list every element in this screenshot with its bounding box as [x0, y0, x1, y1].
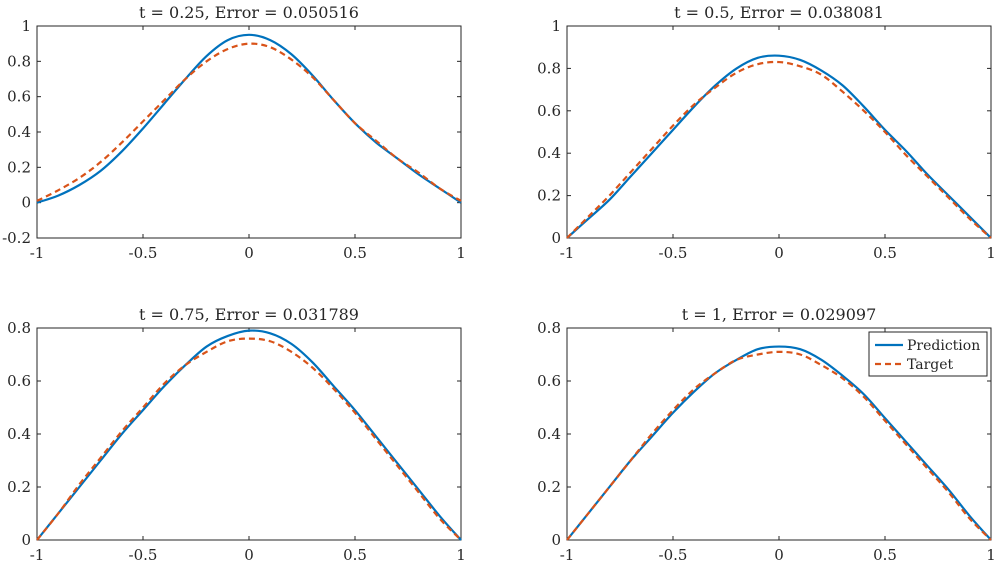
legend-label-target: Target — [907, 357, 954, 373]
y-tick-label: 0.6 — [7, 372, 31, 390]
target-line — [36, 337, 462, 541]
prediction-line — [36, 329, 462, 541]
x-tick-label: -0.5 — [129, 244, 158, 262]
x-tick-label: 0 — [774, 244, 784, 262]
x-tick-label: -1 — [30, 546, 45, 564]
y-tick-label: 1 — [21, 17, 31, 35]
x-tick-label: 0 — [244, 244, 254, 262]
x-tick-label: 0 — [244, 546, 254, 564]
chart-title: t = 1, Error = 0.029097 — [682, 305, 877, 324]
legend: Prediction Target — [868, 331, 988, 377]
target-line — [566, 350, 992, 541]
x-tick-label: 0.5 — [343, 546, 367, 564]
chart-title: t = 0.75, Error = 0.031789 — [139, 305, 359, 324]
axes-box — [566, 25, 992, 239]
y-tick-label: 0.4 — [537, 144, 561, 162]
subplot-t-0-75: t = 0.75, Error = 0.031789 -1 -0.5 0 0.5 1 0 0.… — [7, 305, 466, 564]
legend-label-prediction: Prediction — [907, 338, 980, 354]
target-line — [566, 60, 992, 239]
axes-box — [36, 25, 462, 239]
x-tick-label: -0.5 — [129, 546, 158, 564]
target-line — [36, 42, 462, 202]
y-tick-label: 0.2 — [7, 478, 31, 496]
x-tick-label: -1 — [30, 244, 45, 262]
y-tick-label: 0.8 — [7, 319, 31, 337]
x-tick-label: 0.5 — [873, 244, 897, 262]
subplot-t-0-5: t = 0.5, Error = 0.038081 -1 -0.5 0 0.5 1 0 0.2… — [537, 3, 996, 262]
y-tick-label: 0.2 — [7, 158, 31, 176]
y-tick-label: 0 — [551, 531, 561, 549]
y-tick-label: 0.8 — [7, 52, 31, 70]
y-tick-label: 0.2 — [537, 478, 561, 496]
axes-box — [36, 327, 462, 541]
x-tick-label: 0 — [774, 546, 784, 564]
x-tick-label: -0.5 — [659, 244, 688, 262]
y-tick-label: -0.2 — [2, 229, 31, 247]
y-tick-label: 0.6 — [7, 88, 31, 106]
subplot-t-1: t = 1, Error = 0.029097 -1 -0.5 0 0.5 1 0 0.2 0.… — [537, 305, 996, 564]
x-tick-label: 0.5 — [343, 244, 367, 262]
x-tick-label: 1 — [456, 546, 466, 564]
x-tick-label: 1 — [986, 244, 996, 262]
y-tick-label: 0.4 — [7, 425, 31, 443]
y-tick-label: 1 — [551, 17, 561, 35]
y-tick-label: 0 — [21, 531, 31, 549]
y-tick-label: 0.8 — [537, 319, 561, 337]
y-tick-label: 0.2 — [537, 187, 561, 205]
x-tick-label: 0.5 — [873, 546, 897, 564]
x-tick-label: -1 — [560, 546, 575, 564]
y-tick-label: 0.6 — [537, 102, 561, 120]
y-tick-label: 0 — [551, 229, 561, 247]
chart-title: t = 0.25, Error = 0.050516 — [139, 3, 359, 22]
y-tick-label: 0.4 — [7, 123, 31, 141]
x-tick-label: 1 — [456, 244, 466, 262]
x-tick-label: 1 — [986, 546, 996, 564]
y-tick-label: 0 — [21, 194, 31, 212]
prediction-line — [566, 54, 992, 239]
y-tick-label: 0.8 — [537, 59, 561, 77]
x-tick-label: -1 — [560, 244, 575, 262]
y-tick-label: 0.6 — [537, 372, 561, 390]
chart-title: t = 0.5, Error = 0.038081 — [674, 3, 884, 22]
subplot-t-0-25: t = 0.25, Error = 0.050516 -1 -0.5 0 0.5 1 -0.… — [2, 3, 466, 262]
x-tick-label: -0.5 — [659, 546, 688, 564]
legend-box — [868, 331, 988, 377]
y-tick-label: 0.4 — [537, 425, 561, 443]
